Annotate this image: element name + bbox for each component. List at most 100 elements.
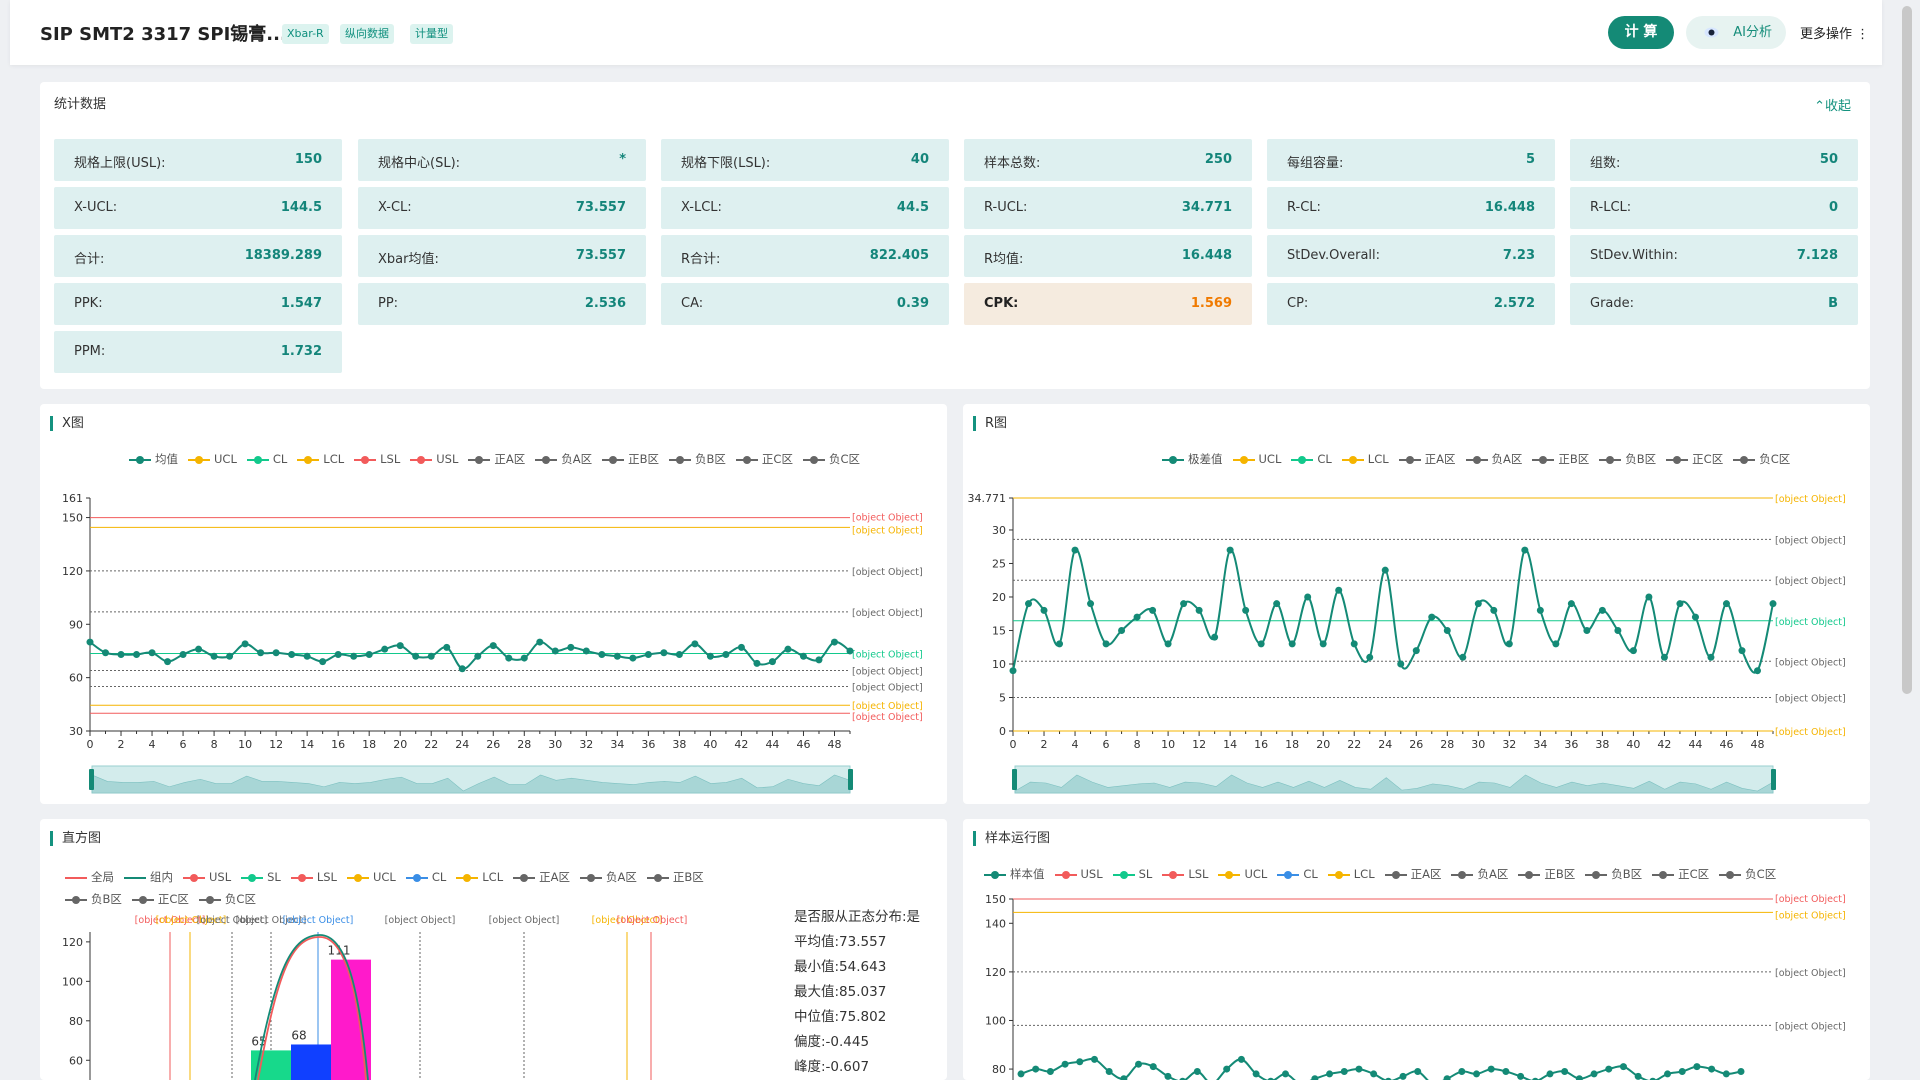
legend-item[interactable]: 正A区 bbox=[1398, 451, 1456, 467]
data-point bbox=[1552, 640, 1560, 648]
legend-label: 负A区 bbox=[1477, 867, 1509, 881]
legend-item[interactable]: 负C区 bbox=[1732, 451, 1790, 467]
stat-value: 2.572 bbox=[1493, 296, 1535, 311]
legend-item[interactable]: 正A区 bbox=[467, 451, 525, 467]
data-point bbox=[102, 649, 110, 657]
x-tick-label: 18 bbox=[362, 738, 376, 751]
stat-label: R合计: bbox=[681, 252, 721, 267]
calculate-button[interactable]: 计 算 bbox=[1608, 16, 1674, 49]
y-tick-label: 120 bbox=[62, 936, 83, 949]
legend-item[interactable]: LSL bbox=[353, 452, 400, 466]
data-point bbox=[1350, 640, 1358, 648]
stat-cell: X-CL: 73.557 bbox=[358, 187, 646, 229]
legend-item[interactable]: 正C区 bbox=[1651, 866, 1709, 882]
legend-item[interactable]: 正B区 bbox=[1517, 866, 1575, 882]
legend-item[interactable]: 全局 bbox=[64, 866, 114, 888]
legend-item[interactable]: 负B区 bbox=[1584, 866, 1642, 882]
data-point bbox=[1273, 600, 1281, 608]
data-point bbox=[1443, 1075, 1451, 1080]
more-actions-menu[interactable]: 更多操作 ⋮ bbox=[1800, 27, 1870, 42]
legend-item[interactable]: 均值 bbox=[128, 451, 178, 467]
reference-label: [object Object] bbox=[1775, 693, 1846, 704]
x-chart-card: X图 均值 UCL CL LCL LSL USL 正A区 负A区 正B区 负B区 正C区 负C区 16… bbox=[40, 404, 947, 804]
data-point bbox=[1211, 633, 1219, 641]
stat-value: 7.23 bbox=[1502, 248, 1535, 263]
legend-item[interactable]: USL bbox=[182, 866, 231, 888]
legend-item[interactable]: 负B区 bbox=[668, 451, 726, 467]
reference-label: [object Object] bbox=[852, 525, 923, 536]
y-tick-label: 5 bbox=[999, 691, 1006, 704]
legend-item[interactable]: UCL bbox=[1217, 867, 1267, 881]
legend-item[interactable]: CL bbox=[405, 866, 446, 888]
legend-item[interactable]: USL bbox=[409, 452, 458, 466]
tag-vertical-data: 纵向数据 bbox=[340, 24, 394, 44]
legend-item[interactable]: 负B区 bbox=[64, 888, 122, 910]
legend-item[interactable]: LCL bbox=[296, 452, 344, 466]
legend-item[interactable]: 正B区 bbox=[1531, 451, 1589, 467]
legend-symbol-icon bbox=[124, 877, 146, 879]
legend-label: 全局 bbox=[91, 870, 114, 884]
legend-item[interactable]: SL bbox=[1112, 867, 1152, 881]
legend-item[interactable]: LSL bbox=[290, 866, 337, 888]
legend-symbol-icon bbox=[1291, 456, 1314, 464]
legend-item[interactable]: UCL bbox=[346, 866, 396, 888]
data-point bbox=[350, 652, 358, 660]
legend-item[interactable]: 极差值 bbox=[1161, 451, 1223, 467]
legend-item[interactable]: 负A区 bbox=[1465, 451, 1522, 467]
legend-label: 正B区 bbox=[672, 870, 704, 884]
legend-item[interactable]: 组内 bbox=[123, 866, 173, 888]
legend-item[interactable]: LCL bbox=[1341, 452, 1389, 466]
data-point bbox=[1223, 1065, 1231, 1073]
legend-item[interactable]: 正B区 bbox=[601, 451, 659, 467]
legend-item[interactable]: 负A区 bbox=[534, 451, 592, 467]
legend-item[interactable]: 负B区 bbox=[1598, 451, 1656, 467]
legend-item[interactable]: SL bbox=[240, 866, 281, 888]
legend-label: 负C区 bbox=[1759, 452, 1791, 466]
y-tick-label: 120 bbox=[62, 565, 83, 578]
legend-item[interactable]: CL bbox=[1276, 867, 1318, 881]
legend-item[interactable]: LSL bbox=[1161, 867, 1208, 881]
legend-label: 负B区 bbox=[1611, 867, 1643, 881]
legend-item[interactable]: LCL bbox=[1327, 867, 1375, 881]
x-tick-label: 36 bbox=[641, 738, 655, 751]
collapse-button[interactable]: ⌃收起 bbox=[1814, 99, 1851, 114]
legend-item[interactable]: 正A区 bbox=[1384, 866, 1441, 882]
x-tick-label: 48 bbox=[827, 738, 841, 751]
legend-label: 负A区 bbox=[561, 452, 593, 466]
legend-item[interactable]: USL bbox=[1054, 867, 1103, 881]
legend-item[interactable]: 负C区 bbox=[1718, 866, 1776, 882]
legend-item[interactable]: 正B区 bbox=[646, 866, 704, 888]
header-bar: SIP SMT2 3317 SPI锡膏... Xbar-R 纵向数据 计量型 计… bbox=[10, 0, 1882, 65]
legend-item[interactable]: 正C区 bbox=[131, 888, 189, 910]
legend-item[interactable]: 正C区 bbox=[735, 451, 793, 467]
data-point bbox=[1164, 1072, 1172, 1080]
legend-symbol-icon bbox=[65, 877, 87, 879]
data-point bbox=[1598, 606, 1606, 614]
y-tick-label: 10 bbox=[992, 658, 1006, 671]
legend-item[interactable]: 正C区 bbox=[1665, 451, 1723, 467]
page-scrollbar[interactable] bbox=[1902, 6, 1912, 694]
legend-item[interactable]: LCL bbox=[455, 866, 503, 888]
legend-item[interactable]: CL bbox=[246, 452, 287, 466]
legend-item[interactable]: UCL bbox=[187, 452, 237, 466]
legend-item[interactable]: CL bbox=[1290, 452, 1332, 466]
legend-item[interactable]: UCL bbox=[1232, 452, 1281, 466]
stat-value: 822.405 bbox=[869, 248, 929, 263]
ai-analysis-button[interactable]: AI分析 bbox=[1686, 16, 1786, 49]
stat-cell: CPK: 1.569 bbox=[964, 283, 1252, 325]
legend-item[interactable]: 负C区 bbox=[198, 888, 256, 910]
data-point bbox=[117, 651, 125, 659]
legend-item[interactable]: 负A区 bbox=[1450, 866, 1508, 882]
legend-item[interactable]: 负A区 bbox=[579, 866, 637, 888]
min-text: 最小值:54.643 bbox=[794, 959, 887, 975]
legend-item[interactable]: 正A区 bbox=[512, 866, 570, 888]
legend-item[interactable]: 样本值 bbox=[983, 866, 1045, 882]
data-point bbox=[1102, 640, 1110, 648]
stat-label: StDev.Overall: bbox=[1287, 248, 1381, 263]
stat-cell: X-LCL: 44.5 bbox=[661, 187, 949, 229]
data-point bbox=[1561, 1067, 1569, 1075]
legend-item[interactable]: 负C区 bbox=[802, 451, 860, 467]
legend-label: LSL bbox=[1188, 867, 1209, 881]
stat-label: PP: bbox=[378, 296, 399, 311]
